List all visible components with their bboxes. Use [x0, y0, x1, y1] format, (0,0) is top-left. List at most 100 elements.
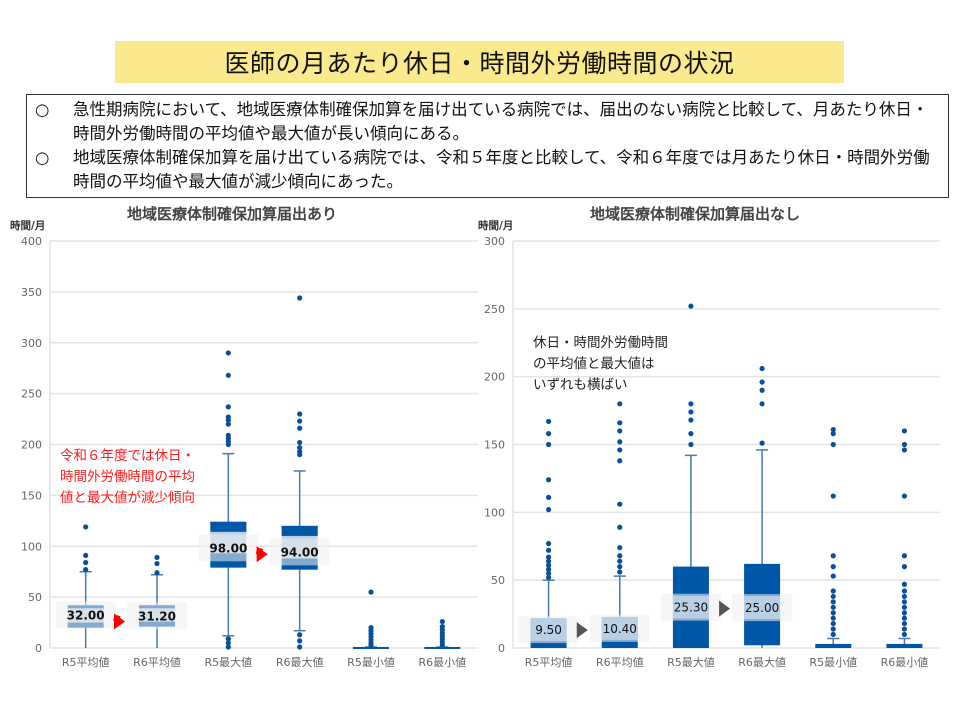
- outlier-point: [688, 417, 694, 423]
- outlier-point: [688, 303, 694, 309]
- outlier-point: [830, 620, 836, 627]
- chart-title-right: 地域医療体制確保加算届出なし: [590, 205, 801, 223]
- y-tick-label: 300: [484, 235, 505, 248]
- outlier-point: [545, 562, 552, 568]
- outlier-point: [830, 615, 836, 621]
- y-unit-right: 時間/月: [478, 220, 514, 232]
- circle-bullet-icon: ○: [35, 148, 50, 167]
- y-tick-label: 150: [21, 489, 42, 502]
- outlier-point: [688, 441, 694, 448]
- outlier-point: [759, 401, 765, 407]
- outlier-point: [297, 439, 303, 446]
- outlier-point: [617, 420, 623, 426]
- annotation-line: の平均値と最大値は: [533, 356, 655, 372]
- outlier-point: [688, 409, 694, 415]
- outlier-point: [545, 477, 552, 483]
- outlier-point: [901, 564, 908, 570]
- label-backdrop: [55, 601, 116, 629]
- outlier-point: [830, 564, 836, 570]
- outlier-point: [83, 524, 89, 530]
- outlier-point: [830, 553, 836, 559]
- outlier-point: [901, 581, 908, 587]
- page-title: 医師の月あたり休日・時間外労働時間の状況: [224, 49, 735, 78]
- outlier-point: [830, 493, 836, 499]
- y-tick-label: 50: [28, 591, 42, 604]
- mean-value-label: 25.30: [674, 601, 708, 615]
- annotation-line: 時間外労働時間の平均: [60, 469, 195, 485]
- outlier-point: [830, 610, 836, 616]
- title-banner: 医師の月あたり休日・時間外労働時間の状況: [115, 41, 844, 83]
- mean-value-label: 25.00: [745, 601, 779, 615]
- outlier-point: [901, 441, 908, 448]
- outlier-point: [225, 640, 231, 646]
- box: [424, 646, 461, 649]
- outlier-point: [901, 631, 908, 638]
- y-tick-label: 200: [21, 439, 42, 452]
- outlier-point: [545, 547, 552, 553]
- outlier-point: [297, 411, 303, 417]
- outlier-point: [617, 553, 623, 559]
- y-unit-left: 時間/月: [10, 220, 46, 232]
- x-tick-label: R6最大値: [276, 655, 324, 669]
- x-tick-label: R5平均値: [62, 656, 110, 669]
- outlier-point: [225, 414, 231, 420]
- outlier-point: [830, 626, 836, 632]
- outlier-point: [297, 644, 303, 650]
- outlier-point: [901, 447, 908, 453]
- outlier-point: [901, 588, 908, 594]
- outlier-point: [225, 372, 231, 378]
- outlier-point: [901, 615, 908, 621]
- x-tick-label: R5平均値: [525, 656, 573, 669]
- mean-value-label: 98.00: [209, 541, 247, 555]
- outlier-point: [830, 604, 836, 610]
- outlier-point: [297, 638, 303, 644]
- y-tick-label: 50: [491, 574, 505, 587]
- mean-value-label: 9.50: [535, 623, 562, 637]
- outlier-point: [901, 553, 908, 559]
- x-tick-label: R5最大値: [667, 655, 715, 669]
- outlier-point: [297, 449, 303, 455]
- annotation-line: いずれも横ばい: [533, 377, 628, 393]
- outlier-point: [154, 570, 160, 576]
- outlier-point: [901, 493, 908, 499]
- outlier-point: [617, 545, 623, 551]
- label-box: [530, 618, 567, 642]
- mean-value-label: 31.20: [138, 609, 176, 623]
- box: [353, 646, 389, 649]
- outlier-point: [830, 588, 836, 594]
- x-tick-label: R5最小値: [347, 656, 395, 669]
- outlier-point: [545, 418, 552, 425]
- outlier-point: [901, 604, 908, 610]
- outlier-point: [830, 441, 836, 448]
- x-tick-label: R6最小値: [881, 656, 929, 669]
- y-tick-label: 100: [484, 506, 505, 519]
- x-tick-label: R6平均値: [133, 656, 181, 669]
- y-tick-label: 0: [35, 642, 42, 655]
- y-tick-label: 350: [21, 286, 42, 299]
- summary-item: ○ 地域医療体制確保加算を届け出ている病院では、令和５年度と比較して、令和６年度…: [35, 146, 940, 194]
- outlier-point: [617, 564, 623, 570]
- label-backdrop: [198, 534, 259, 562]
- summary-box: ○ 急性期病院において、地域医療体制確保加算を届け出ている病院では、届出のない病…: [26, 94, 949, 198]
- outlier-point: [830, 593, 836, 600]
- x-tick-label: R5最大値: [205, 655, 253, 669]
- box: [815, 643, 852, 648]
- outlier-point: [617, 447, 623, 453]
- outlier-point: [297, 418, 303, 424]
- outlier-point: [545, 441, 552, 448]
- summary-text: 急性期病院において、地域医療体制確保加算を届け出ている病院では、届出のない病院と…: [73, 100, 929, 143]
- annotation-right: 休日・時間外労働時間 の平均値と最大値は いずれも横ばい: [533, 333, 668, 396]
- trend-arrow-head: [114, 613, 125, 630]
- label-box: [744, 596, 781, 620]
- mean-value-label: 32.00: [67, 608, 105, 622]
- label-backdrop: [127, 602, 187, 630]
- outlier-point: [225, 644, 231, 650]
- y-tick-label: 400: [21, 235, 42, 248]
- label-box: [601, 616, 638, 640]
- outlier-point: [901, 593, 908, 600]
- trend-arrow-head: [719, 600, 731, 617]
- outlier-point: [154, 560, 160, 567]
- y-tick-label: 150: [484, 439, 505, 452]
- label-box: [672, 595, 709, 619]
